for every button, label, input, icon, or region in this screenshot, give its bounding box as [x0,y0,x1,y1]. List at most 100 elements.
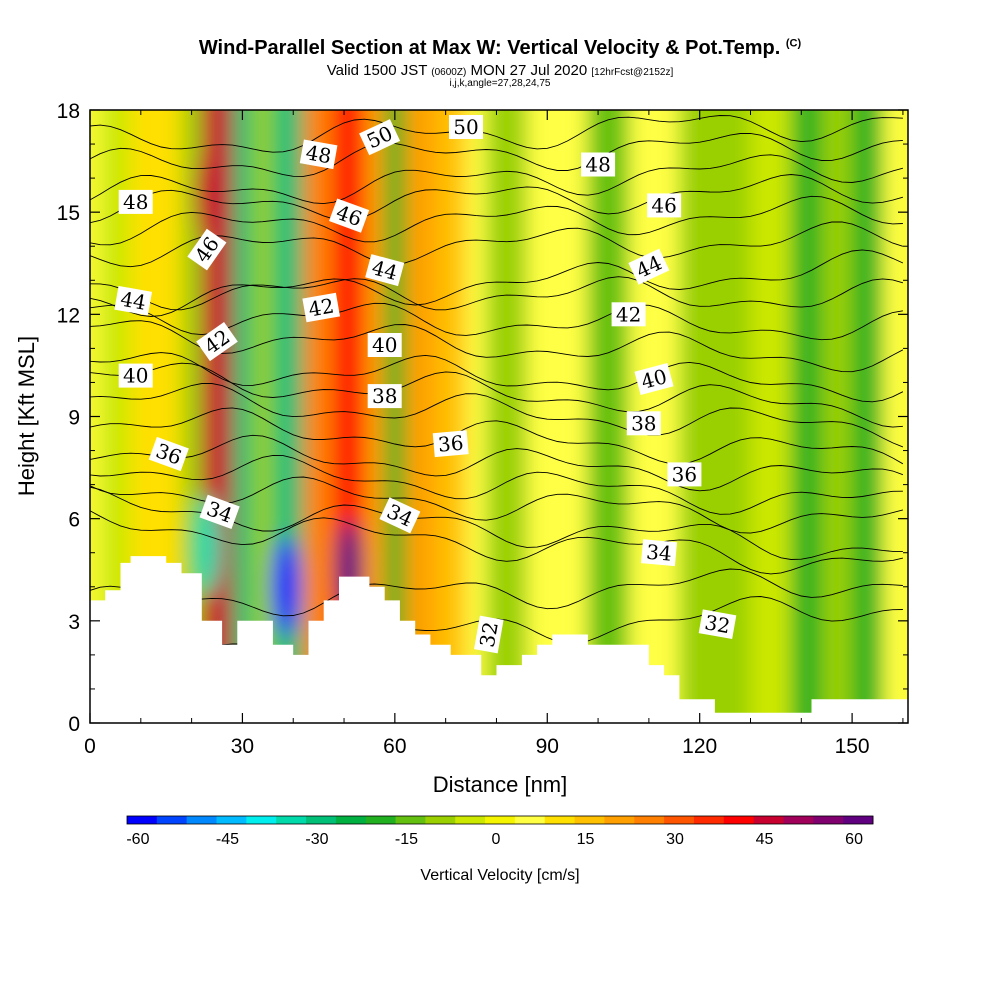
contour-label: 34 [641,539,677,567]
y-tick-label: 15 [57,202,80,225]
velocity-band [232,110,254,723]
colorbar-swatch [723,816,755,824]
contour-label: 32 [474,615,504,654]
contour-label-text: 48 [585,153,610,177]
contour-label-box [359,119,401,156]
contour-label-text: 40 [123,364,148,388]
contour-label: 48 [581,152,616,177]
contour-label-text: 36 [672,462,697,486]
contour-label-text: 42 [616,302,641,326]
y-tick-label: 9 [68,407,80,430]
contour-label-box [302,292,341,323]
velocity-band [821,110,854,723]
colorbar-swatch [306,816,337,824]
y-tick-label: 18 [57,100,80,123]
theta-contour-line [90,568,903,617]
theta-contour-line [90,132,903,177]
colorbar-swatch [485,816,516,824]
contour-label-box [379,497,421,534]
colorbar-swatch [634,816,665,824]
colorbar-swatch [514,816,546,824]
contour-label-text: 40 [372,333,397,357]
colorbar-swatch [127,816,158,824]
contour-label-box [626,411,661,436]
contour-label-box [628,248,670,285]
colorbar-tick-label: 0 [492,831,501,848]
colorbar-swatch [544,816,576,824]
theta-contour-line [90,195,903,246]
contour-label-text: 48 [304,140,333,168]
contour-label-box [641,539,677,567]
contour-label: 42 [302,292,341,323]
subtitle-utc-time: (0600Z) [431,67,467,78]
colorbar-title: Vertical Velocity [cm/s] [420,867,579,884]
title-copyright-mark: (C) [785,37,802,50]
colorbar-swatch [425,816,456,824]
theta-contour-line [90,320,904,373]
contour-label-text: 50 [453,115,478,139]
x-tick-label: 0 [84,735,96,758]
x-tick-label: 90 [536,735,559,758]
colorbar-swatch [335,816,367,824]
colorbar-swatch [156,816,188,824]
terrain-mask [90,556,908,723]
colorbar-swatch [276,816,307,824]
x-tick-label: 30 [231,735,254,758]
contour-label-box [187,228,227,271]
contour-label: 50 [449,115,483,139]
colorbar-tick-label: 15 [577,831,595,848]
theta-contour-line [90,454,903,515]
colorbar: -60 -45 -30 -15 0 15 30 45 60 [126,815,874,848]
x-tick-label: 60 [383,735,406,758]
theta-contour-line [90,154,904,205]
colorbar-swatch [365,816,397,824]
contour-label-text: 42 [307,293,336,321]
contour-label-box [118,189,153,214]
velocity-band [526,110,589,723]
contour-label-text: 36 [437,431,464,457]
contour-label-box [474,615,504,654]
velocity-extreme [195,145,224,246]
colorbar-swatch [186,816,218,824]
theta-contour-line [90,434,904,492]
contour-label: 48 [299,139,338,170]
contour-label: 36 [667,462,702,487]
x-axis-title: Distance [nm] [433,772,568,797]
colorbar-swatch [813,816,844,824]
colorbar-tick-label: 30 [666,831,684,848]
subtitle-date: MON 27 Jul 2020 [470,62,588,79]
contour-label-text: 34 [645,540,672,566]
contour-label-box [698,609,737,639]
contour-label: 40 [367,333,402,357]
contour-label-text: 38 [372,384,397,408]
colorbar-swatch [604,816,635,824]
contour-label-box [299,139,338,170]
subtitle-forecast-info: [12hrFcst@2152z] [591,67,674,78]
velocity-band [465,110,488,723]
y-tick-label: 12 [57,304,80,327]
contour-label-box [367,384,402,409]
colorbar-tick-label: -60 [126,831,149,848]
colorbar-swatch [246,816,277,824]
contour-label-box [432,430,469,458]
theta-contours [90,115,904,663]
contour-label: 42 [611,302,646,327]
subtitle-valid-time: Valid 1500 JST [326,62,428,79]
chart-title: Wind-Parallel Section at Max W: Vertical… [198,37,802,59]
colorbar-swatch [753,816,784,824]
colorbar-frame [126,815,874,825]
contour-label-text: 32 [475,620,503,649]
contour-label-box [667,462,702,487]
velocity-band [852,110,884,723]
contour-label: 40 [634,363,674,395]
contour-label-box [114,285,153,316]
velocity-extreme [271,536,300,637]
contour-label: 48 [118,189,153,214]
velocity-band [252,110,274,723]
contour-label-box [329,198,370,233]
colorbar-swatch [395,816,426,824]
contour-label-box [196,322,238,362]
velocity-band [679,110,752,723]
theta-contour-line [90,362,903,428]
